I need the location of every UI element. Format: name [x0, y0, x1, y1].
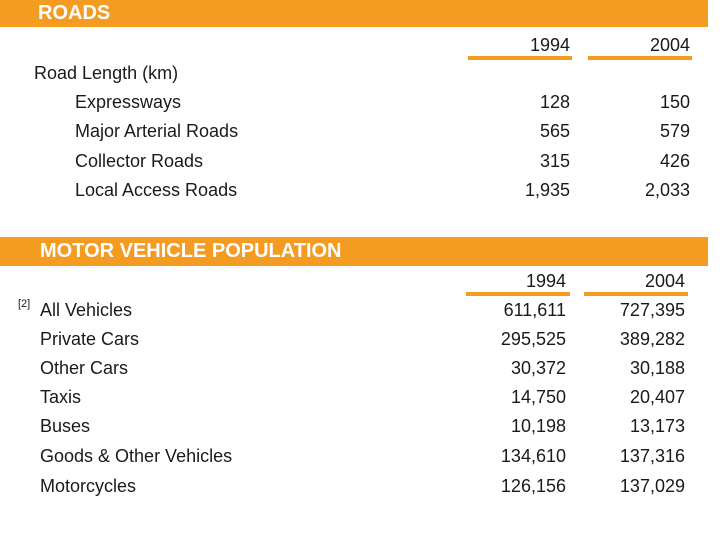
motor-row-label: All Vehicles — [40, 300, 133, 320]
roads-row-value-1994: 565 — [539, 121, 570, 141]
motor-row-value-1994: 30,372 — [510, 358, 566, 378]
motor-vehicle-title: MOTOR VEHICLE POPULATION — [40, 240, 342, 262]
motor-row-value-1994: 10,198 — [510, 416, 566, 436]
motor-row-value-1994: 295,525 — [500, 329, 566, 349]
motor-year-2004: 2004 — [644, 271, 685, 291]
roads-row-label: Collector Roads — [75, 151, 204, 171]
roads-row-value-2004: 579 — [659, 121, 690, 141]
roads-row-label: Local Access Roads — [75, 180, 238, 200]
roads-row-label: Major Arterial Roads — [75, 121, 239, 141]
roads-row-label: Expressways — [75, 92, 182, 112]
motor-row-value-1994: 611,611 — [503, 300, 566, 320]
motor-row-value-2004: 13,173 — [629, 416, 685, 436]
motor-row-value-1994: 14,750 — [510, 387, 566, 407]
roads-title: ROADS — [38, 2, 111, 24]
motor-row-value-1994: 126,156 — [500, 476, 566, 496]
motor-row-value-2004: 137,316 — [619, 446, 685, 466]
motor-row-value-2004: 20,407 — [629, 387, 685, 407]
roads-row-value-1994: 1,935 — [524, 180, 570, 200]
motor-row-label: Buses — [40, 416, 91, 436]
footnote-marker: [2] — [18, 298, 31, 310]
motor-row-label: Other Cars — [40, 358, 129, 378]
motor-vehicle-header-bar: MOTOR VEHICLE POPULATION — [0, 237, 708, 266]
motor-row-value-1994: 134,610 — [500, 446, 566, 466]
motor-row-label: Private Cars — [40, 329, 140, 349]
motor-row-value-2004: 727,395 — [619, 300, 685, 320]
roads-row-value-1994: 128 — [539, 92, 570, 112]
roads-year-1994: 1994 — [529, 35, 570, 55]
roads-2004-underline — [588, 56, 692, 60]
motor-row-label: Motorcycles — [40, 476, 137, 496]
motor-2004-underline — [584, 292, 688, 296]
motor-row-value-2004: 137,029 — [619, 476, 685, 496]
motor-1994-underline — [466, 292, 570, 296]
road-length-label: Road Length (km) — [34, 63, 179, 83]
motor-year-1994: 1994 — [525, 271, 566, 291]
motor-row-label: Taxis — [40, 387, 82, 407]
motor-row-value-2004: 30,188 — [629, 358, 685, 378]
roads-header-bar: ROADS — [0, 0, 708, 27]
roads-row-value-1994: 315 — [539, 151, 570, 171]
roads-row-value-2004: 2,033 — [644, 180, 690, 200]
roads-1994-underline — [468, 56, 572, 60]
roads-row-value-2004: 150 — [659, 92, 690, 112]
motor-row-label: Goods & Other Vehicles — [40, 446, 233, 466]
roads-row-value-2004: 426 — [659, 151, 690, 171]
motor-row-value-2004: 389,282 — [619, 329, 685, 349]
roads-year-2004: 2004 — [649, 35, 690, 55]
